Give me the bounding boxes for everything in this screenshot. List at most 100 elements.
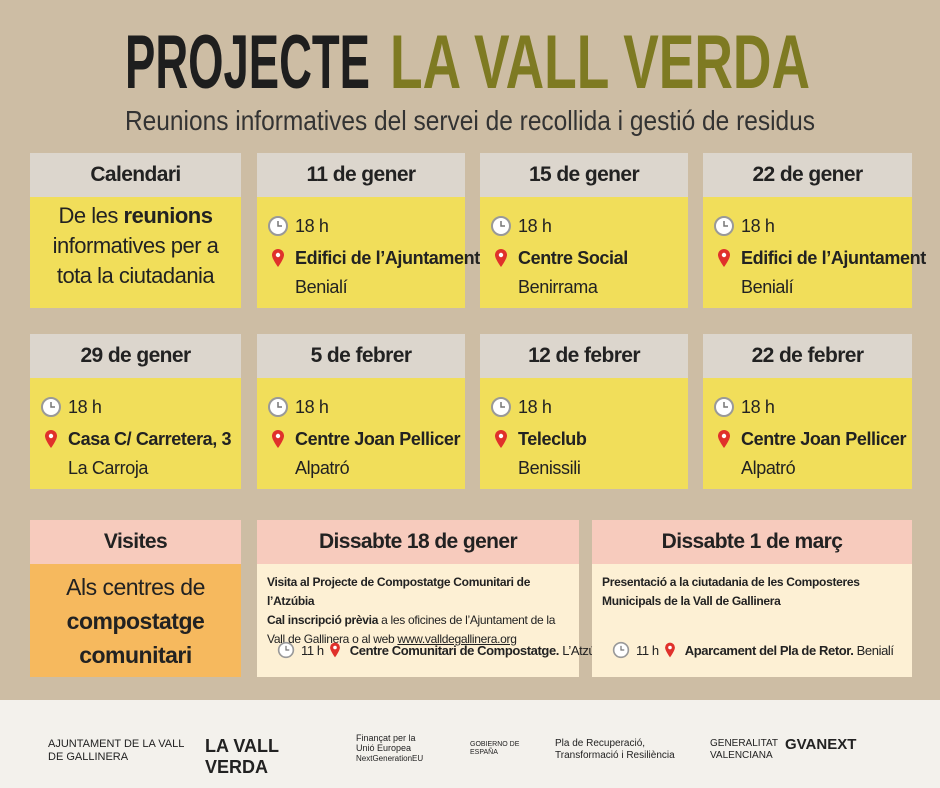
pin-icon xyxy=(718,430,730,448)
place: Aparcament del Pla de Retor. xyxy=(684,642,854,658)
time-row: 18 h xyxy=(713,215,775,237)
footer xyxy=(0,700,940,788)
time: 18 h xyxy=(518,215,552,236)
place-row: Casa C/ Carretera, 3 xyxy=(40,428,232,450)
event-note: Cal inscripció prèvia a les oficines de … xyxy=(267,611,569,649)
clock-icon xyxy=(491,216,511,236)
time: 18 h xyxy=(741,396,775,417)
town-row: La Carroja xyxy=(68,458,148,479)
place-row: Centre Social xyxy=(490,247,628,269)
subtitle: Reunions informatives del servei de reco… xyxy=(125,105,815,136)
visit-event-heading: Dissabte 1 de març xyxy=(592,520,912,564)
time: 11 h xyxy=(636,642,659,658)
meeting-heading: 12 de febrer xyxy=(480,334,688,378)
clock-icon xyxy=(268,397,288,417)
pin-icon xyxy=(272,430,284,448)
visits-heading: Visites xyxy=(30,520,241,564)
meeting-body: 18 h Centre Social Benirrama xyxy=(480,197,688,308)
place: Centre Comunitari de Compostatge. xyxy=(349,642,560,658)
meeting-heading: 22 de febrer xyxy=(703,334,912,378)
pin-icon xyxy=(718,249,730,267)
pin-icon xyxy=(664,642,675,658)
town-row: Benissili xyxy=(518,458,581,479)
meeting-body: 18 h Casa C/ Carretera, 3 La Carroja xyxy=(30,378,241,489)
time-row: 18 h xyxy=(490,396,552,418)
clock-icon xyxy=(714,397,734,417)
event-description: Visita al Projecte de Compostatge Comuni… xyxy=(257,564,579,649)
visits-body: Als centres de compostatge comunitari xyxy=(30,564,241,677)
town-row: Benialí xyxy=(295,277,348,298)
event-title: Visita al Projecte de Compostatge Comuni… xyxy=(267,575,531,608)
footer-logo-text: AJUNTAMENT DE LA VALL DE GALLINERA xyxy=(48,738,184,763)
calendar-heading: Calendari xyxy=(30,153,241,197)
town-row: Alpatró xyxy=(295,458,350,479)
town: Alpatró xyxy=(741,458,796,478)
town: Benissili xyxy=(518,458,581,478)
meeting-heading: 22 de gener xyxy=(703,153,912,197)
place: Edifici de l’Ajuntament xyxy=(741,247,926,268)
place-row: Edifici de l’Ajuntament xyxy=(713,247,926,269)
event-time-row: 11 h Centre Comunitari de Compostatge. L’… xyxy=(277,641,612,659)
clock-icon xyxy=(612,641,630,659)
place: Centre Joan Pellicer xyxy=(295,428,461,449)
town-row: Benialí xyxy=(741,277,794,298)
time: 11 h xyxy=(301,642,324,658)
place-row: Teleclub xyxy=(490,428,587,450)
pin-icon xyxy=(329,642,340,658)
calendar-text-part: informatives per a tota la ciutadania xyxy=(52,233,219,288)
event-note-text: a les oficines de l’Ajuntament de la Val… xyxy=(267,613,556,646)
town: Benirrama xyxy=(518,277,598,297)
footer-logo-text: LA VALL VERDA xyxy=(205,736,279,777)
town: Benialí xyxy=(295,277,348,297)
place-row: Edifici de l’Ajuntament xyxy=(267,247,480,269)
visit-event-heading: Dissabte 18 de gener xyxy=(257,520,579,564)
event-link[interactable]: www.valldegallinera.org xyxy=(397,632,517,646)
footer-logo-text: GENERALITAT VALENCIANA xyxy=(710,738,778,761)
time-row: 18 h xyxy=(490,215,552,237)
event-title-line: Visita al Projecte de Compostatge Comuni… xyxy=(267,573,569,611)
visit-event-body: Presentació a la ciutadania de les Compo… xyxy=(592,564,912,677)
calendar-body: De les reunions informatives per a tota … xyxy=(30,197,241,308)
header: PROJECTE LA VALL VERDA Reunions informat… xyxy=(125,20,815,136)
clock-icon xyxy=(268,216,288,236)
clock-icon xyxy=(714,216,734,236)
time-row: 18 h xyxy=(267,396,329,418)
town: La Carroja xyxy=(68,458,149,478)
clock-icon xyxy=(491,397,511,417)
time-row: 18 h xyxy=(713,396,775,418)
place: Edifici de l’Ajuntament xyxy=(295,247,480,268)
meeting-body: 18 h Teleclub Benissili xyxy=(480,378,688,489)
time-row: 18 h xyxy=(267,215,329,237)
meeting-body: 18 h Edifici de l’Ajuntament Benialí xyxy=(703,197,926,308)
place: Teleclub xyxy=(518,428,587,449)
town: Benialí xyxy=(741,277,794,297)
visits-text-part: Als centres de xyxy=(66,574,205,600)
town: Alpatró xyxy=(295,458,350,478)
footer-logo-text: Pla de Recuperació, Transformació i Resi… xyxy=(555,738,675,761)
footer-logo-text: GOBIERNO DE ESPAÑA xyxy=(470,741,520,757)
event-description: Presentació a la ciutadania de les Compo… xyxy=(592,564,912,611)
meeting-body: 18 h Edifici de l’Ajuntament Benialí xyxy=(257,197,480,308)
meeting-heading: 15 de gener xyxy=(480,153,688,197)
place: Centre Social xyxy=(518,247,628,268)
pin-icon xyxy=(45,430,57,448)
town-row: Benirrama xyxy=(518,277,598,298)
place: Centre Joan Pellicer xyxy=(741,428,907,449)
time: 18 h xyxy=(518,396,552,417)
calendar-text-part: reunions xyxy=(123,203,213,228)
event-title: Presentació a la ciutadania de les Compo… xyxy=(602,575,860,608)
time: 18 h xyxy=(741,215,775,236)
pin-icon xyxy=(495,430,507,448)
calendar-text-part: De les xyxy=(58,203,124,228)
title-dark: PROJECTE xyxy=(125,20,370,105)
meeting-heading: 29 de gener xyxy=(30,334,241,378)
meeting-heading: 11 de gener xyxy=(257,153,465,197)
event-time-row: 11 h Aparcament del Pla de Retor. Benialí xyxy=(612,641,894,659)
visit-event-body: Visita al Projecte de Compostatge Comuni… xyxy=(257,564,612,677)
clock-icon xyxy=(41,397,61,417)
visits-text-part: compostatge comunitari xyxy=(66,608,205,668)
event-title-line: Presentació a la ciutadania de les Compo… xyxy=(602,573,902,611)
time: 18 h xyxy=(295,396,329,417)
visits-text: Als centres de compostatge comunitari xyxy=(30,564,241,678)
